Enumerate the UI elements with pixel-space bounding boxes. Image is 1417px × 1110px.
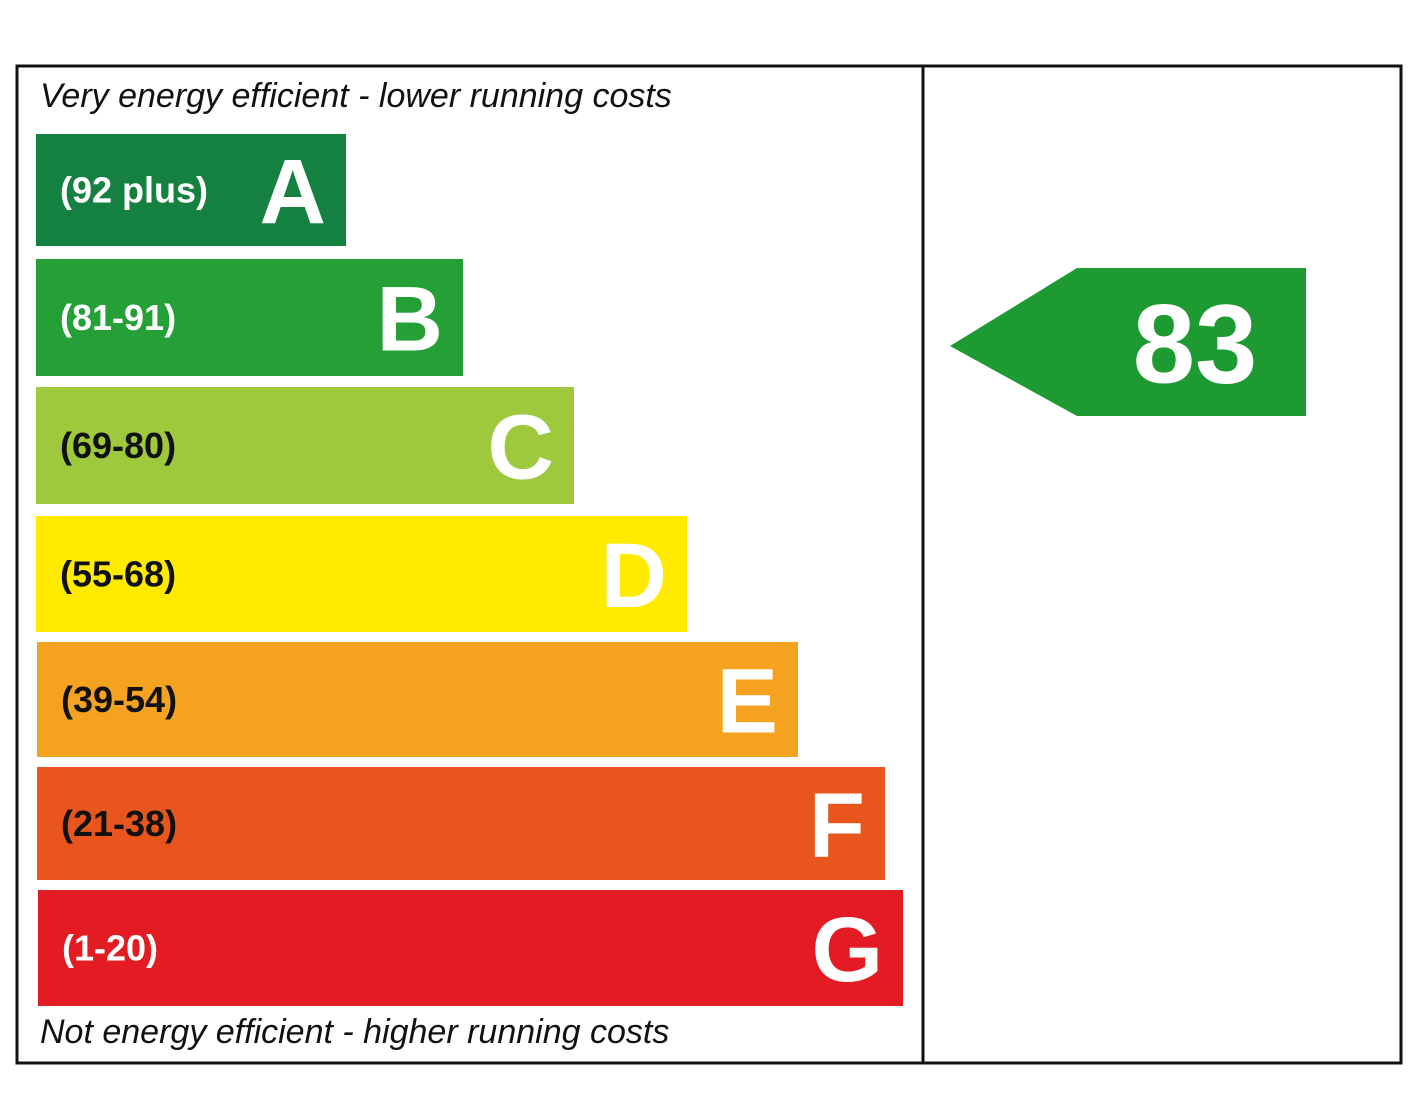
band-letter: F <box>809 775 865 877</box>
band <box>38 890 903 1006</box>
bottom-label: Not energy efficient - higher running co… <box>40 1013 669 1051</box>
rating-value: 83 <box>1133 282 1258 407</box>
band-range: (21-38) <box>61 803 177 844</box>
band-letter: A <box>260 141 326 243</box>
frame <box>15 64 1403 1065</box>
band <box>36 387 574 504</box>
band <box>36 134 346 246</box>
rating-arrow <box>950 268 1306 416</box>
band-letter: B <box>377 269 443 371</box>
band <box>36 516 687 632</box>
band <box>36 259 463 376</box>
band-letter: C <box>488 397 554 499</box>
band-range: (55-68) <box>60 554 176 595</box>
band-letter: E <box>717 651 778 753</box>
band-range: (1-20) <box>62 928 158 969</box>
band-range: (69-80) <box>60 425 176 466</box>
band-range: (92 plus) <box>60 170 208 211</box>
band-range: (39-54) <box>61 679 177 720</box>
top-label: Very energy efficient - lower running co… <box>40 77 672 115</box>
band <box>37 642 798 757</box>
band-range: (81-91) <box>60 297 176 338</box>
band <box>37 767 885 880</box>
band-letter: G <box>811 899 883 1001</box>
band-letter: D <box>601 525 667 627</box>
